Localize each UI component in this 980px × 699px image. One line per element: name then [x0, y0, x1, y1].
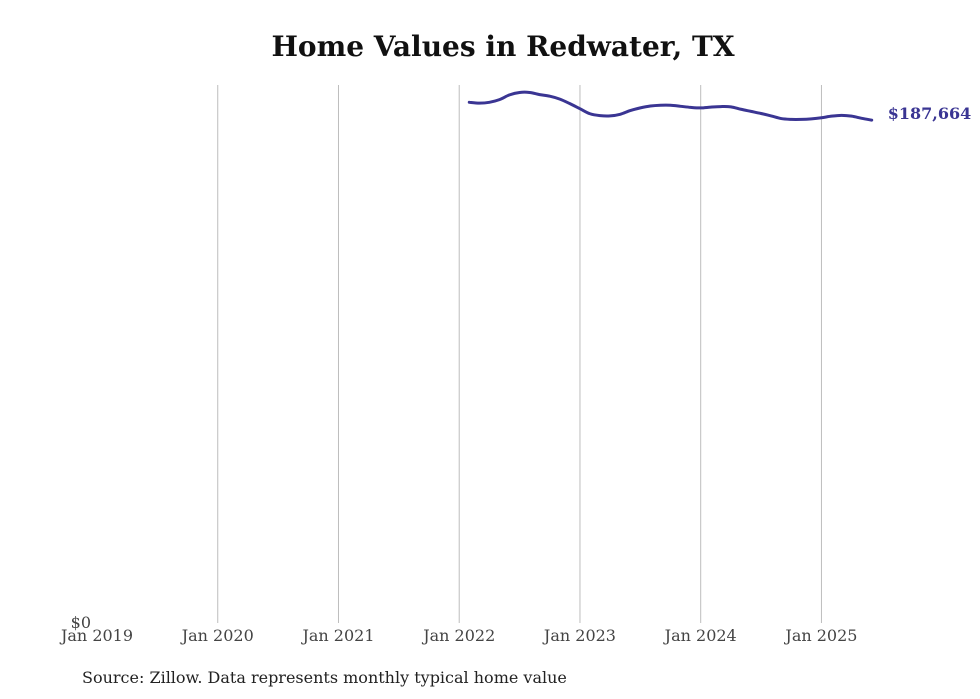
- x-tick-label: Jan 2025: [783, 626, 857, 645]
- x-tick-label: Jan 2024: [663, 626, 737, 645]
- gridlines: [217, 85, 822, 623]
- x-tick-label: Jan 2020: [180, 626, 254, 645]
- x-tick-label: Jan 2022: [421, 626, 495, 645]
- series-layer: [467, 90, 874, 122]
- series-line-0: [467, 90, 874, 122]
- y-tick-label: $0: [71, 613, 91, 632]
- x-tick-label: Jan 2019: [59, 626, 133, 645]
- x-tick-label: Jan 2023: [542, 626, 616, 645]
- source-note: Source: Zillow. Data represents monthly …: [82, 668, 567, 687]
- x-axis-ticks: Jan 2019 Jan 2020 Jan 2021 Jan 2022 Jan 2023…: [59, 626, 858, 645]
- y-axis-ticks: $0: [71, 613, 91, 632]
- end-label-layer: $187,664: [888, 104, 972, 123]
- chart-title: Home Values in Redwater, TX: [271, 30, 735, 63]
- end-value-label: $187,664: [888, 104, 972, 123]
- x-tick-label: Jan 2021: [300, 626, 374, 645]
